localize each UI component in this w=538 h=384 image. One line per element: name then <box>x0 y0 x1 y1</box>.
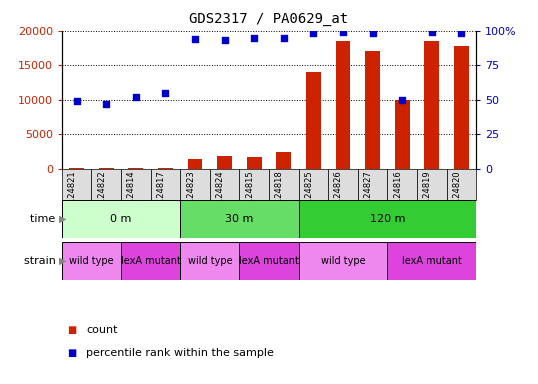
Bar <box>447 169 476 200</box>
Bar <box>328 169 358 200</box>
Bar <box>239 242 299 280</box>
Text: GSM124816: GSM124816 <box>393 170 402 221</box>
Bar <box>69 167 84 169</box>
Bar <box>269 169 299 200</box>
Bar <box>62 169 91 200</box>
Bar <box>210 169 239 200</box>
Bar <box>121 242 180 280</box>
Bar <box>417 169 447 200</box>
Bar <box>387 242 476 280</box>
Text: wild type: wild type <box>321 256 365 266</box>
Bar <box>239 169 269 200</box>
Bar <box>217 156 232 169</box>
Text: GSM124825: GSM124825 <box>305 170 313 221</box>
Text: ■: ■ <box>67 348 76 358</box>
Text: GSM124824: GSM124824 <box>216 170 224 221</box>
Bar <box>158 168 173 169</box>
Bar <box>151 169 180 200</box>
Text: GSM124822: GSM124822 <box>97 170 106 221</box>
Bar <box>358 169 387 200</box>
Bar <box>299 200 476 238</box>
Text: GSM124814: GSM124814 <box>127 170 136 221</box>
Text: lexA mutant: lexA mutant <box>402 256 462 266</box>
Text: GSM124827: GSM124827 <box>364 170 372 221</box>
Text: GSM124818: GSM124818 <box>275 170 284 221</box>
Text: ■: ■ <box>67 325 76 335</box>
Point <box>309 30 317 36</box>
Bar <box>188 159 202 169</box>
Text: GSM124826: GSM124826 <box>334 170 343 221</box>
Text: 120 m: 120 m <box>370 214 405 224</box>
Bar <box>99 167 114 169</box>
Point <box>72 98 81 104</box>
Text: GSM124819: GSM124819 <box>423 170 431 221</box>
Text: wild type: wild type <box>69 256 114 266</box>
Text: GSM124820: GSM124820 <box>452 170 461 221</box>
Point <box>220 37 229 43</box>
Text: lexA mutant: lexA mutant <box>121 256 181 266</box>
Point <box>279 35 288 41</box>
Text: time: time <box>31 214 59 224</box>
Bar <box>365 51 380 169</box>
Text: GSM124821: GSM124821 <box>68 170 77 221</box>
Bar <box>180 242 239 280</box>
Bar <box>424 41 439 169</box>
Text: GSM124817: GSM124817 <box>157 170 166 221</box>
Bar <box>121 169 151 200</box>
Bar <box>299 169 328 200</box>
Bar <box>277 152 291 169</box>
Text: GSM124823: GSM124823 <box>186 170 195 221</box>
Bar <box>129 168 143 169</box>
Bar <box>299 242 387 280</box>
Point <box>131 94 140 100</box>
Text: ▶: ▶ <box>59 214 67 224</box>
Bar <box>62 200 180 238</box>
Bar <box>395 100 409 169</box>
Text: 30 m: 30 m <box>225 214 253 224</box>
Bar <box>387 169 417 200</box>
Text: percentile rank within the sample: percentile rank within the sample <box>86 348 274 358</box>
Bar <box>336 41 350 169</box>
Text: GDS2317 / PA0629_at: GDS2317 / PA0629_at <box>189 12 349 25</box>
Point <box>368 30 377 36</box>
Bar <box>454 46 469 169</box>
Bar <box>91 169 121 200</box>
Point <box>102 101 110 107</box>
Point <box>457 30 465 36</box>
Point <box>398 97 406 103</box>
Bar <box>247 157 261 169</box>
Text: GSM124815: GSM124815 <box>245 170 254 221</box>
Point <box>427 29 436 35</box>
Bar <box>306 72 321 169</box>
Text: 0 m: 0 m <box>110 214 132 224</box>
Text: lexA mutant: lexA mutant <box>239 256 299 266</box>
Point <box>161 90 169 96</box>
Bar <box>180 200 299 238</box>
Text: count: count <box>86 325 118 335</box>
Text: ▶: ▶ <box>59 256 67 266</box>
Bar <box>180 169 210 200</box>
Point <box>338 29 347 35</box>
Bar <box>62 242 121 280</box>
Point <box>190 36 199 42</box>
Text: strain: strain <box>24 256 59 266</box>
Text: wild type: wild type <box>188 256 232 266</box>
Point <box>250 35 258 41</box>
